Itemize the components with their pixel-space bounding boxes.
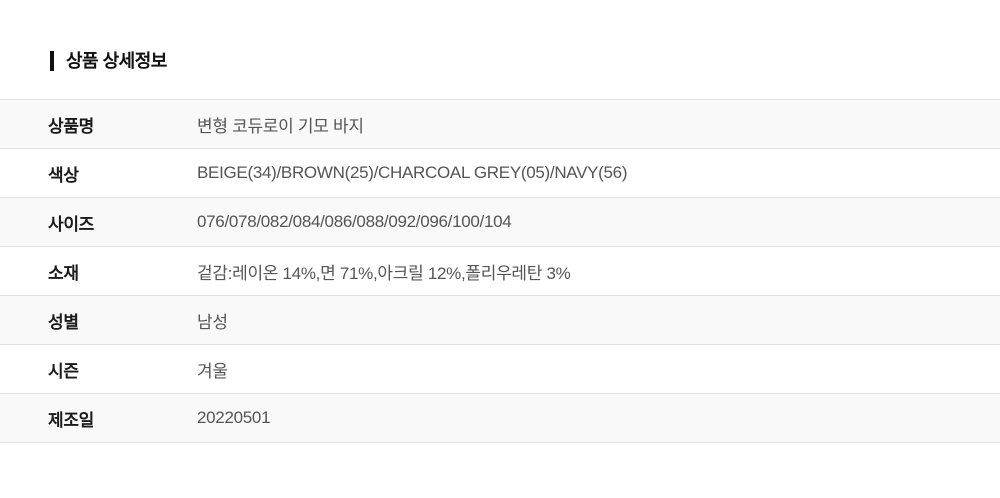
product-detail-table: 상품명 변형 코듀로이 기모 바지 색상 BEIGE(34)/BROWN(25)… [0,99,1000,443]
section-title: 상품 상세정보 [66,51,167,71]
title-accent-bar [50,51,54,71]
row-label: 색상 [48,165,79,185]
table-row-gender: 성별 남성 [0,296,1000,345]
table-row-material: 소재 겉감:레이온 14%,면 71%,아크릴 12%,폴리우레탄 3% [0,247,1000,296]
row-label: 성별 [48,312,79,332]
row-label: 제조일 [48,410,95,430]
section-header: 상품 상세정보 [50,50,1000,72]
row-label: 소재 [48,263,79,283]
row-value: 남성 [197,312,228,332]
row-label: 시즌 [48,361,79,381]
table-row-season: 시즌 겨울 [0,345,1000,394]
row-label: 사이즈 [48,214,95,234]
row-value: 겉감:레이온 14%,면 71%,아크릴 12%,폴리우레탄 3% [197,263,571,283]
table-row-color: 색상 BEIGE(34)/BROWN(25)/CHARCOAL GREY(05)… [0,149,1000,198]
row-value: BEIGE(34)/BROWN(25)/CHARCOAL GREY(05)/NA… [197,163,628,182]
table-row-size: 사이즈 076/078/082/084/086/088/092/096/100/… [0,198,1000,247]
row-value: 20220501 [197,408,271,427]
row-value: 겨울 [197,361,228,381]
row-value: 변형 코듀로이 기모 바지 [197,116,364,136]
row-label: 상품명 [48,116,95,136]
table-row-manufacture-date: 제조일 20220501 [0,394,1000,443]
row-value: 076/078/082/084/086/088/092/096/100/104 [197,212,512,231]
table-row-product-name: 상품명 변형 코듀로이 기모 바지 [0,100,1000,149]
